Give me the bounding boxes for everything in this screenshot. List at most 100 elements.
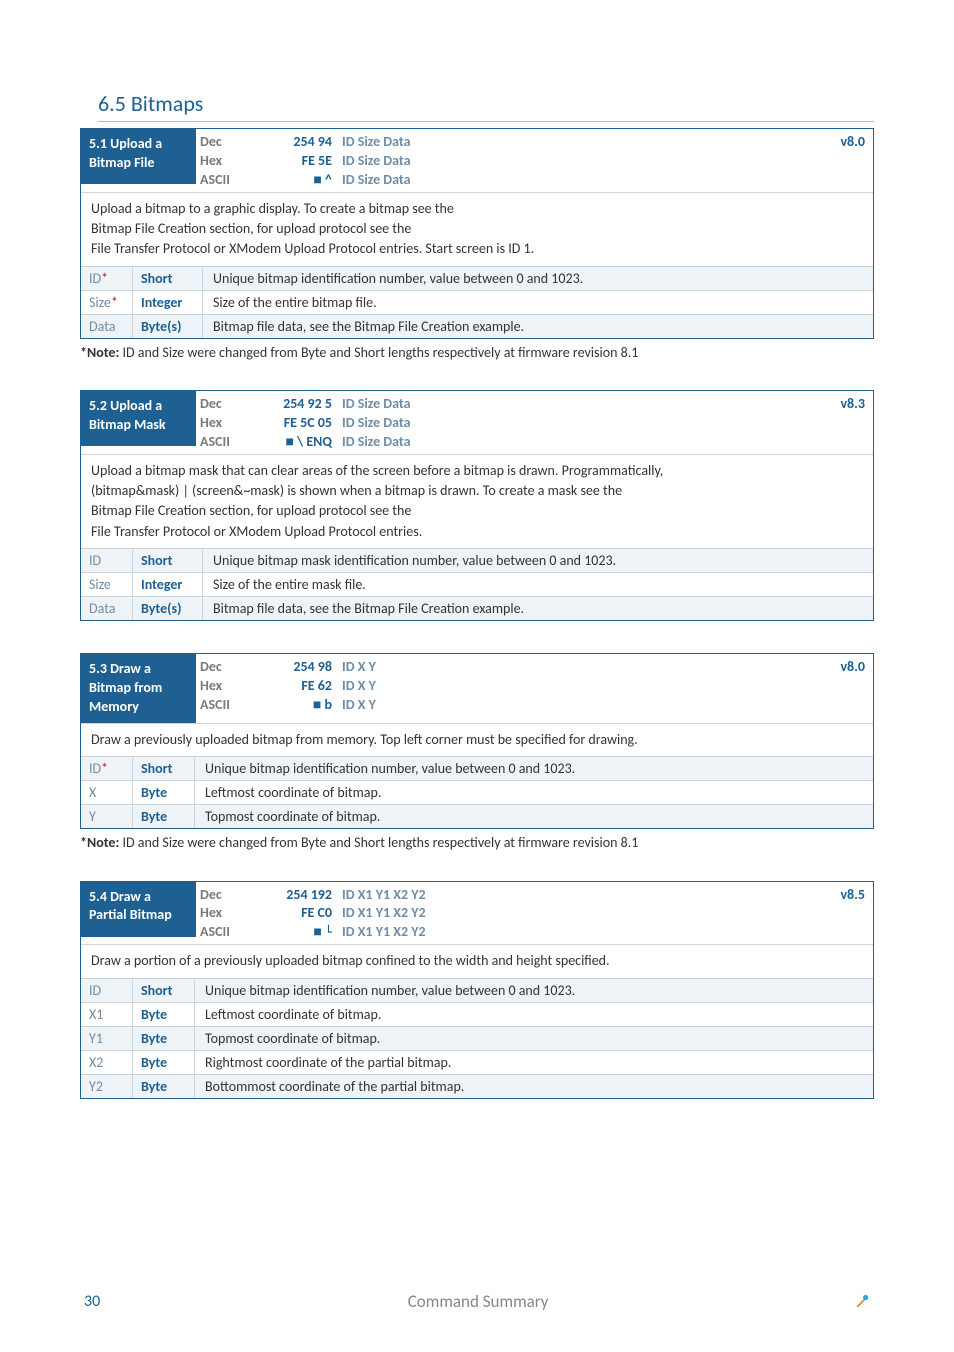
section-title: 6.5 Bitmaps (98, 90, 874, 122)
command-codes: v8.0Dec254 94ID Size DataHexFE 5EID Size… (196, 129, 873, 192)
code-params: ID Size Data (342, 152, 411, 171)
code-value: 254 192 (264, 886, 342, 905)
param-description: Unique bitmap identification number, val… (195, 979, 873, 1002)
code-params: ID X1 Y1 X2 Y2 (342, 904, 426, 923)
param-type: Integer (133, 291, 203, 314)
param-type: Short (133, 267, 203, 290)
code-format-label: Dec (200, 658, 264, 677)
command-description: Upload a bitmap mask that can clear area… (81, 454, 873, 548)
command-description: Draw a previously uploaded bitmap from m… (81, 723, 873, 756)
code-format-label: Hex (200, 152, 264, 171)
code-value: FE 62 (264, 677, 342, 696)
param-type: Byte (133, 1027, 195, 1050)
param-name: X2 (81, 1051, 133, 1074)
param-row: Size*IntegerSize of the entire bitmap fi… (81, 290, 873, 314)
param-description: Unique bitmap identification number, val… (203, 267, 873, 290)
command-note: *Note: ID and Size were changed from Byt… (80, 833, 874, 853)
command-codes: v8.0Dec254 98ID X YHexFE 62ID X YASCII■ … (196, 654, 873, 717)
code-format-label: Dec (200, 133, 264, 152)
code-row-dec: Dec254 98ID X Y (200, 658, 865, 677)
code-value: FE C0 (264, 904, 342, 923)
code-params: ID X1 Y1 X2 Y2 (342, 886, 426, 905)
param-type: Byte(s) (133, 597, 203, 620)
param-description: Unique bitmap identification number, val… (195, 757, 873, 780)
code-row-ascii: ASCII■ └ID X1 Y1 X2 Y2 (200, 923, 865, 942)
param-type: Byte (133, 1075, 195, 1098)
code-params: ID Size Data (342, 171, 411, 190)
param-row: SizeIntegerSize of the entire mask file. (81, 572, 873, 596)
param-type: Short (133, 979, 195, 1002)
spacer (80, 625, 874, 653)
code-format-label: ASCII (200, 923, 264, 942)
param-name: Y1 (81, 1027, 133, 1050)
code-row-dec: Dec254 94ID Size Data (200, 133, 865, 152)
param-row: IDShortUnique bitmap mask identification… (81, 548, 873, 572)
param-name: Y (81, 805, 133, 828)
param-name: Size (81, 573, 133, 596)
code-row-ascii: ASCII■ bID X Y (200, 696, 865, 715)
command-header: 5.4 Draw a Partial Bitmap v8.5 Dec254 192I… (81, 882, 873, 945)
command-description: Draw a portion of a previously uploaded … (81, 944, 873, 977)
param-name: ID* (81, 757, 133, 780)
code-row-hex: HexFE 5EID Size Data (200, 152, 865, 171)
param-type: Byte (133, 781, 195, 804)
code-format-label: Hex (200, 414, 264, 433)
code-params: ID X Y (342, 658, 376, 677)
code-value: ■ ^ (264, 171, 342, 190)
command-codes: v8.3Dec254 92 5ID Size DataHexFE 5C 05ID… (196, 391, 873, 454)
code-format-label: Hex (200, 677, 264, 696)
code-params: ID Size Data (342, 414, 411, 433)
version-badge: v8.0 (840, 658, 865, 675)
command-header: 5.1 Upload a Bitmap Filev8.0Dec254 94ID … (81, 129, 873, 192)
command-header: 5.3 Draw a Bitmap from Memory v8.0Dec254 … (81, 654, 873, 723)
param-type: Byte(s) (133, 315, 203, 338)
param-type: Short (133, 549, 203, 572)
command-box: 5.4 Draw a Partial Bitmapv8.5Dec254 192I… (80, 881, 874, 1099)
command-box: 5.1 Upload a Bitmap Filev8.0Dec254 94ID … (80, 128, 874, 339)
param-name: Size* (81, 291, 133, 314)
code-params: ID X1 Y1 X2 Y2 (342, 923, 426, 942)
param-name: ID (81, 979, 133, 1002)
param-row: X1ByteLeftmost coordinate of bitmap. (81, 1002, 873, 1026)
command-title: 5.3 Draw a Bitmap from Memory (81, 654, 196, 723)
code-format-label: ASCII (200, 696, 264, 715)
version-badge: v8.5 (840, 886, 865, 903)
param-description: Size of the entire bitmap file. (203, 291, 873, 314)
code-row-dec: Dec254 92 5ID Size Data (200, 395, 865, 414)
code-value: ■ └ (264, 923, 342, 942)
code-row-hex: HexFE 62ID X Y (200, 677, 865, 696)
param-row: Y2ByteBottommost coordinate of the parti… (81, 1074, 873, 1098)
command-title: 5.4 Draw a Partial Bitmap (81, 882, 196, 937)
param-name: Y2 (81, 1075, 133, 1098)
code-row-ascii: ASCII■ ^ID Size Data (200, 171, 865, 190)
param-row: DataByte(s)Bitmap file data, see the Bit… (81, 596, 873, 620)
param-row: X2ByteRightmost coordinate of the partia… (81, 1050, 873, 1074)
code-value: 254 94 (264, 133, 342, 152)
param-row: IDShortUnique bitmap identification numb… (81, 978, 873, 1002)
command-title: 5.2 Upload a Bitmap Mask (81, 391, 196, 446)
param-description: Unique bitmap mask identification number… (203, 549, 873, 572)
spacer (80, 1103, 874, 1131)
page-footer: 30 Command Summary (80, 1291, 874, 1312)
footer-logo-icon (856, 1294, 870, 1308)
command-box: 5.2 Upload a Bitmap Mask v8.3Dec254 92 5I… (80, 390, 874, 621)
param-row: DataByte(s)Bitmap file data, see the Bit… (81, 314, 873, 338)
code-format-label: Dec (200, 886, 264, 905)
param-type: Byte (133, 1003, 195, 1026)
code-params: ID Size Data (342, 133, 411, 152)
code-format-label: ASCII (200, 433, 264, 452)
param-description: Bottommost coordinate of the partial bit… (195, 1075, 873, 1098)
code-format-label: ASCII (200, 171, 264, 190)
command-header: 5.2 Upload a Bitmap Mask v8.3Dec254 92 5I… (81, 391, 873, 454)
code-value: ■ b (264, 696, 342, 715)
param-description: Size of the entire mask file. (203, 573, 873, 596)
param-row: ID*ShortUnique bitmap identification num… (81, 266, 873, 290)
param-row: ID*ShortUnique bitmap identification num… (81, 756, 873, 780)
param-type: Short (133, 757, 195, 780)
param-row: XByteLeftmost coordinate of bitmap. (81, 780, 873, 804)
param-name: Data (81, 597, 133, 620)
param-description: Leftmost coordinate of bitmap. (195, 1003, 873, 1026)
page-number: 30 (84, 1292, 100, 1311)
param-row: YByteTopmost coordinate of bitmap. (81, 804, 873, 828)
version-badge: v8.3 (840, 395, 865, 412)
